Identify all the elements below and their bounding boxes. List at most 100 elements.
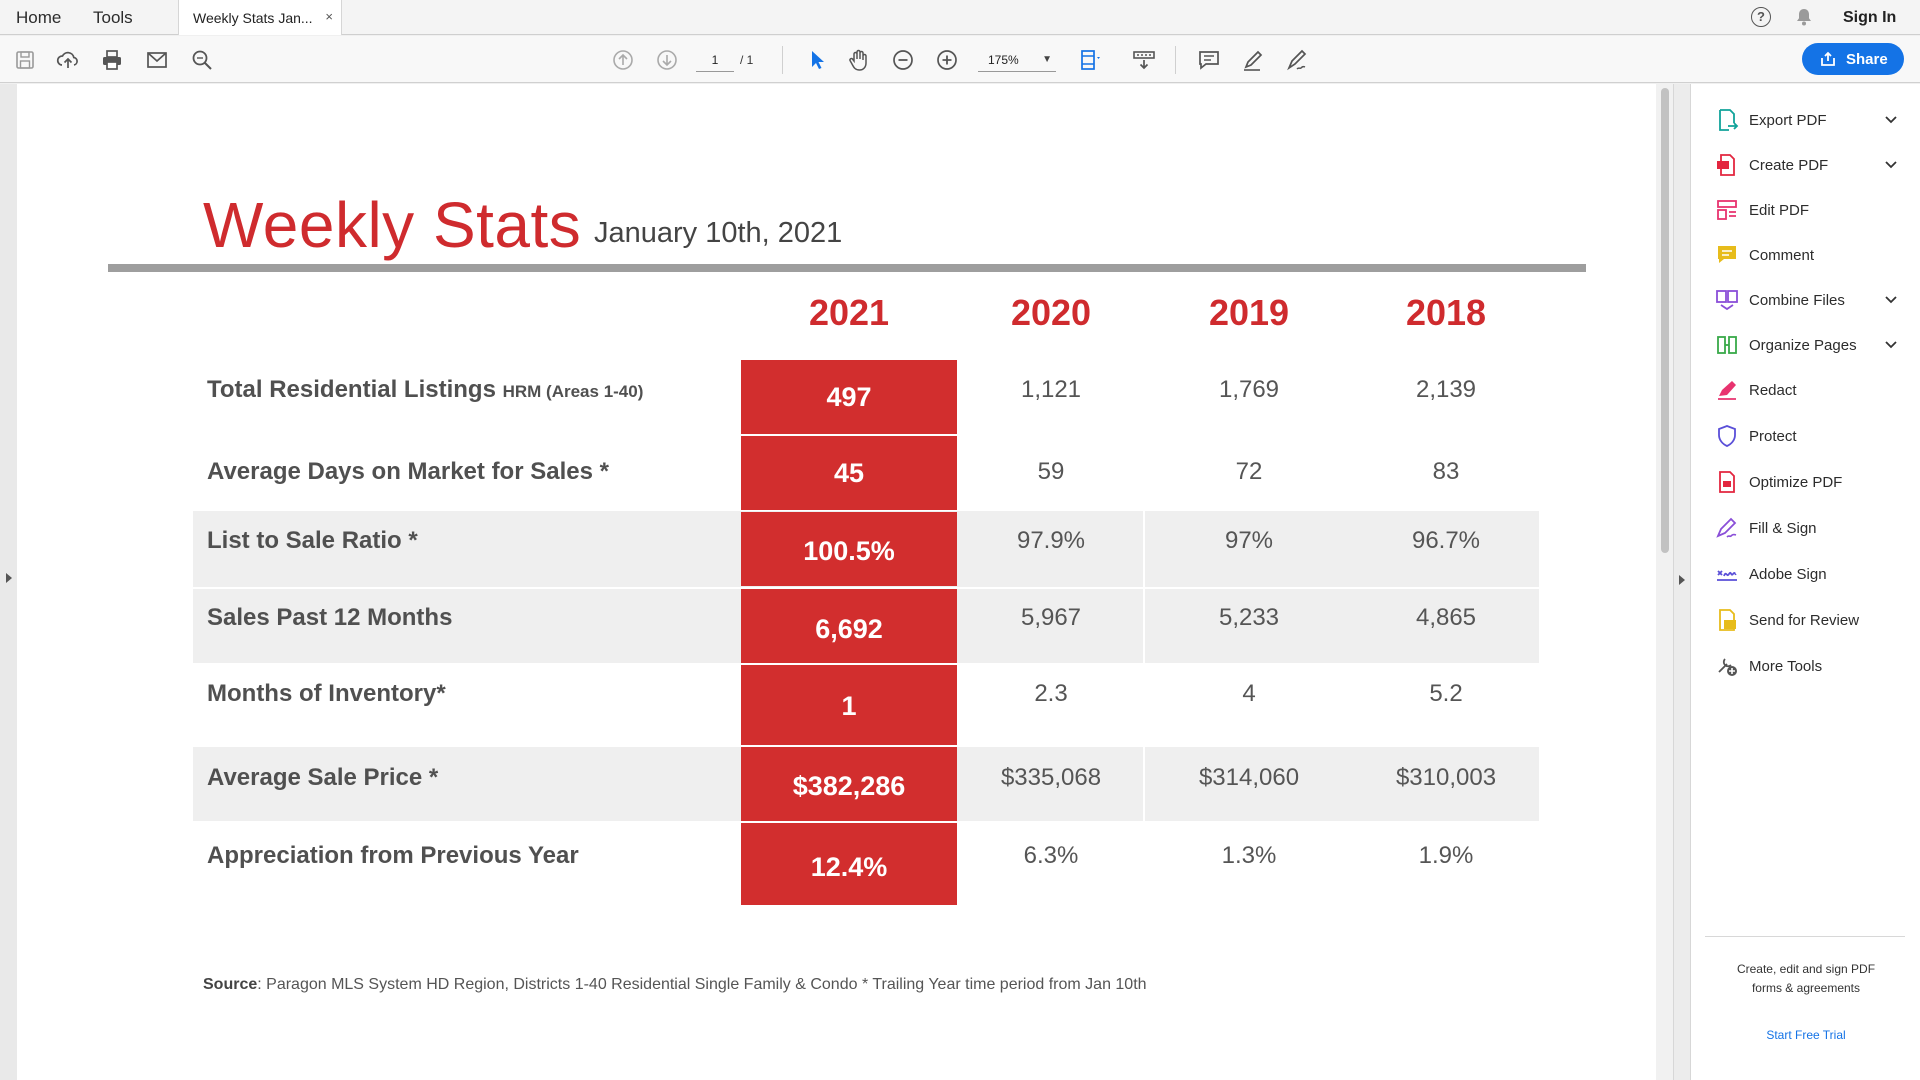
row-label: Sales Past 12 Months bbox=[207, 604, 453, 631]
tool-redact[interactable]: Redact bbox=[1691, 375, 1920, 405]
tool-fill-sign[interactable]: Fill & Sign bbox=[1691, 513, 1920, 543]
notifications-bell-icon[interactable] bbox=[1794, 7, 1814, 27]
send-review-icon bbox=[1715, 608, 1739, 632]
value-cell: 97% bbox=[1224, 527, 1274, 554]
tool-protect[interactable]: Protect bbox=[1691, 421, 1920, 451]
zoom-level-select[interactable]: 175% ▼ bbox=[978, 48, 1056, 72]
expand-left-icon bbox=[6, 573, 12, 583]
value-cell: 96.7% bbox=[1411, 527, 1481, 554]
toolbar-divider bbox=[782, 46, 783, 74]
redact-icon bbox=[1715, 378, 1739, 402]
share-button[interactable]: Share bbox=[1802, 43, 1904, 75]
value-cell: 59 bbox=[1037, 458, 1065, 485]
row-label: Average Sale Price * bbox=[207, 764, 439, 791]
toolbar: 1 / 1 175% ▼ Share bbox=[0, 36, 1920, 83]
highlight-icon[interactable] bbox=[1240, 47, 1266, 73]
value-cell: 1.3% bbox=[1221, 842, 1277, 869]
document-viewer: Weekly Stats January 10th, 2021 2021 202… bbox=[0, 84, 1690, 1080]
value-cell: 1,769 bbox=[1218, 376, 1280, 403]
row-label: Total Residential Listings HRM (Areas 1-… bbox=[207, 376, 644, 403]
upload-icon[interactable] bbox=[55, 47, 81, 73]
close-tab-icon[interactable]: × bbox=[325, 9, 333, 24]
home-tab[interactable]: Home bbox=[16, 8, 62, 27]
value-cell: 6.3% bbox=[1023, 842, 1079, 869]
tool-optimize-pdf[interactable]: Optimize PDF bbox=[1691, 467, 1920, 497]
tool-combine-files[interactable]: Combine Files bbox=[1691, 285, 1920, 315]
next-page-icon[interactable] bbox=[654, 47, 680, 73]
share-icon bbox=[1820, 51, 1836, 67]
tool-more-tools[interactable]: More Tools bbox=[1691, 651, 1920, 681]
year-header: 2019 bbox=[1208, 292, 1290, 333]
row-label: Months of Inventory* bbox=[207, 680, 446, 707]
help-icon[interactable]: ? bbox=[1751, 7, 1771, 27]
start-free-trial-link[interactable]: Start Free Trial bbox=[1766, 1028, 1846, 1042]
hand-icon[interactable] bbox=[846, 47, 872, 73]
row-label: Average Days on Market for Sales * bbox=[207, 458, 609, 485]
scroll-mode-icon[interactable] bbox=[1131, 47, 1157, 73]
tool-organize-pages[interactable]: Organize Pages bbox=[1691, 330, 1920, 360]
promo-text: Create, edit and sign PDF forms & agreem… bbox=[1736, 962, 1876, 995]
chevron-down-icon[interactable] bbox=[1883, 291, 1899, 307]
tools-pane: Export PDF Create PDF Edit PDF Comment C… bbox=[1690, 84, 1920, 1080]
fill-sign-icon bbox=[1715, 516, 1739, 540]
year-header: 2021 bbox=[808, 292, 890, 333]
print-icon[interactable] bbox=[99, 47, 125, 73]
chevron-down-icon[interactable] bbox=[1883, 156, 1899, 172]
tool-export-pdf[interactable]: Export PDF bbox=[1691, 105, 1920, 135]
email-icon[interactable] bbox=[144, 47, 170, 73]
tool-create-pdf[interactable]: Create PDF bbox=[1691, 150, 1920, 180]
sign-icon[interactable] bbox=[1284, 47, 1310, 73]
tool-comment[interactable]: Comment bbox=[1691, 240, 1920, 270]
scrollbar-thumb[interactable] bbox=[1661, 88, 1669, 553]
chevron-down-icon[interactable] bbox=[1883, 336, 1899, 352]
year-header: 2018 bbox=[1405, 292, 1487, 333]
row-label: List to Sale Ratio * bbox=[207, 527, 418, 554]
more-tools-icon bbox=[1715, 654, 1739, 678]
page-date: January 10th, 2021 bbox=[594, 217, 843, 249]
pdf-page: Weekly Stats January 10th, 2021 2021 202… bbox=[17, 84, 1656, 1080]
row-divider bbox=[193, 587, 1539, 589]
zoom-out-icon[interactable] bbox=[890, 47, 916, 73]
document-tab[interactable]: Weekly Stats Jan... × bbox=[178, 0, 342, 35]
value-cell: 2,139 bbox=[1415, 376, 1477, 403]
chevron-down-icon: ▼ bbox=[1042, 54, 1052, 65]
value-cell: 97.9% bbox=[1016, 527, 1086, 554]
value-cell: $310,003 bbox=[1395, 764, 1497, 791]
value-cell: 83 bbox=[1432, 458, 1460, 485]
chevron-down-icon[interactable] bbox=[1883, 111, 1899, 127]
sign-in-link[interactable]: Sign In bbox=[1843, 9, 1897, 26]
tool-edit-pdf[interactable]: Edit PDF bbox=[1691, 195, 1920, 225]
highlight-value-cell: 6,692 bbox=[741, 589, 957, 663]
create-pdf-icon bbox=[1715, 153, 1739, 177]
zoom-in-icon[interactable] bbox=[934, 47, 960, 73]
tools-pane-toggle[interactable] bbox=[1673, 84, 1690, 1080]
tool-send-for-review[interactable]: Send for Review bbox=[1691, 605, 1920, 635]
highlight-value-cell: 497 bbox=[741, 360, 957, 434]
comment-icon[interactable] bbox=[1196, 47, 1222, 73]
save-icon[interactable] bbox=[12, 47, 38, 73]
page-total: / 1 bbox=[740, 53, 754, 67]
row-label: Appreciation from Previous Year bbox=[207, 842, 579, 869]
highlight-value-cell: 12.4% bbox=[741, 823, 957, 905]
page-title: Weekly Stats bbox=[203, 189, 582, 261]
vertical-scrollbar[interactable] bbox=[1656, 84, 1673, 1080]
pane-divider bbox=[1705, 936, 1905, 937]
comment-tool-icon bbox=[1715, 243, 1739, 267]
document-tab-title: Weekly Stats Jan... bbox=[193, 10, 313, 26]
left-panel-toggle[interactable] bbox=[0, 84, 17, 1080]
protect-icon bbox=[1715, 424, 1739, 448]
highlight-value-cell: 100.5% bbox=[741, 512, 957, 586]
highlight-value-cell: 45 bbox=[741, 436, 957, 510]
search-icon[interactable] bbox=[189, 47, 215, 73]
fit-page-icon[interactable] bbox=[1077, 47, 1103, 73]
value-cell: 5,233 bbox=[1218, 604, 1280, 631]
page-number-input[interactable]: 1 bbox=[696, 48, 734, 72]
adobe-sign-icon bbox=[1715, 562, 1739, 586]
tools-tab[interactable]: Tools bbox=[93, 8, 133, 27]
optimize-pdf-icon bbox=[1715, 470, 1739, 494]
value-cell: 4,865 bbox=[1415, 604, 1477, 631]
prev-page-icon[interactable] bbox=[610, 47, 636, 73]
tool-adobe-sign[interactable]: Adobe Sign bbox=[1691, 559, 1920, 589]
value-cell: $314,060 bbox=[1198, 764, 1300, 791]
select-cursor-icon[interactable] bbox=[803, 47, 829, 73]
